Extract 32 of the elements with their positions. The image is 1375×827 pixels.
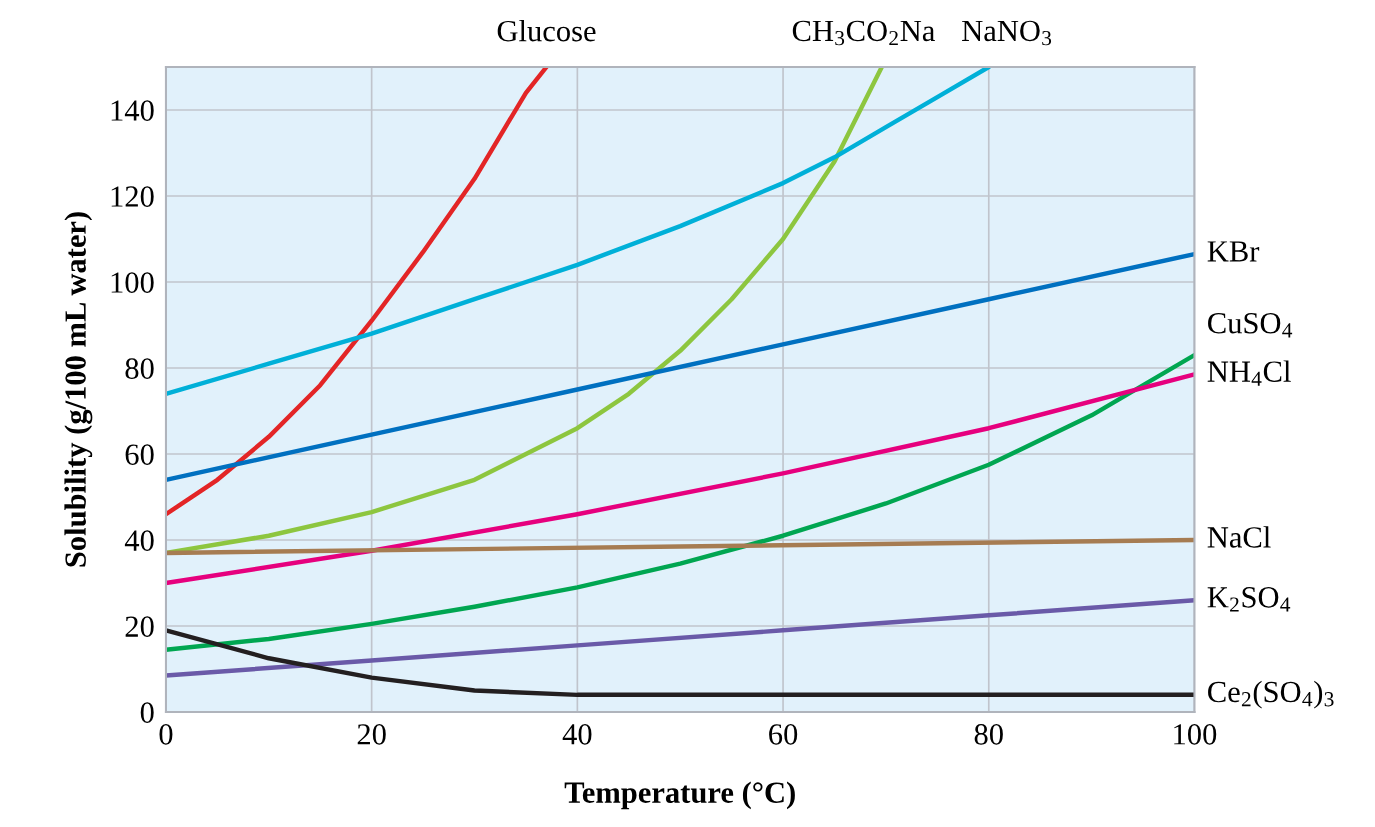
- y-tick-label: 80: [125, 358, 154, 379]
- y-tick-label: 60: [125, 444, 154, 465]
- x-tick-label: 20: [357, 724, 386, 745]
- y-tick-label: 120: [111, 186, 154, 207]
- x-tick-label: 60: [769, 724, 798, 745]
- line-series: [165, 352, 1195, 652]
- series-label: CH$_{3}$CO$_{2}$Na: [792, 20, 935, 46]
- series-label: KBr: [1207, 241, 1260, 262]
- x-tick-label: 100: [1174, 724, 1217, 745]
- line-series: [165, 66, 549, 517]
- y-tick-label: 0: [140, 702, 154, 723]
- x-tick-label: 80: [974, 724, 1003, 745]
- series-label: CuSO$_{4}$: [1208, 312, 1293, 338]
- line-series: [165, 66, 991, 397]
- line-series: [165, 372, 1195, 586]
- series-label: NaNO$_{3}$: [962, 20, 1052, 46]
- series-label: NaCl: [1207, 526, 1271, 548]
- y-tick-label: 40: [124, 530, 154, 551]
- series-label: Glucose: [497, 19, 596, 42]
- y-tick-label: 20: [125, 616, 154, 637]
- x-axis-title: Temperature (°C): [564, 781, 795, 810]
- y-tick-label: 140: [111, 100, 154, 121]
- y-tick-label: 100: [111, 272, 154, 293]
- series-label: Ce$_{2}$(SO$_{4}$)$_{3}$: [1208, 680, 1334, 709]
- y-axis-title: Solubility (g/100 mL water): [64, 212, 93, 567]
- x-tick-label: 40: [562, 724, 592, 745]
- line-series: [165, 251, 1195, 483]
- series-label: NH$_{4}$Cl: [1207, 360, 1291, 386]
- series-label: K$_{2}$SO$_{4}$: [1207, 587, 1291, 612]
- line-series: [165, 598, 1195, 678]
- line-series: [165, 628, 1195, 698]
- x-tick-label: 0: [159, 724, 173, 745]
